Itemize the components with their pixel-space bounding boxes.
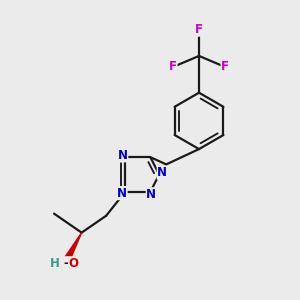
Text: F: F <box>221 61 229 74</box>
Text: F: F <box>169 61 177 74</box>
Text: N: N <box>157 166 167 179</box>
Text: -: - <box>63 257 68 270</box>
Text: N: N <box>118 149 128 162</box>
Text: H: H <box>50 257 60 270</box>
Text: N: N <box>146 188 156 201</box>
Text: O: O <box>69 257 79 270</box>
Polygon shape <box>64 232 82 261</box>
Text: F: F <box>195 23 203 36</box>
Text: N: N <box>117 187 127 200</box>
